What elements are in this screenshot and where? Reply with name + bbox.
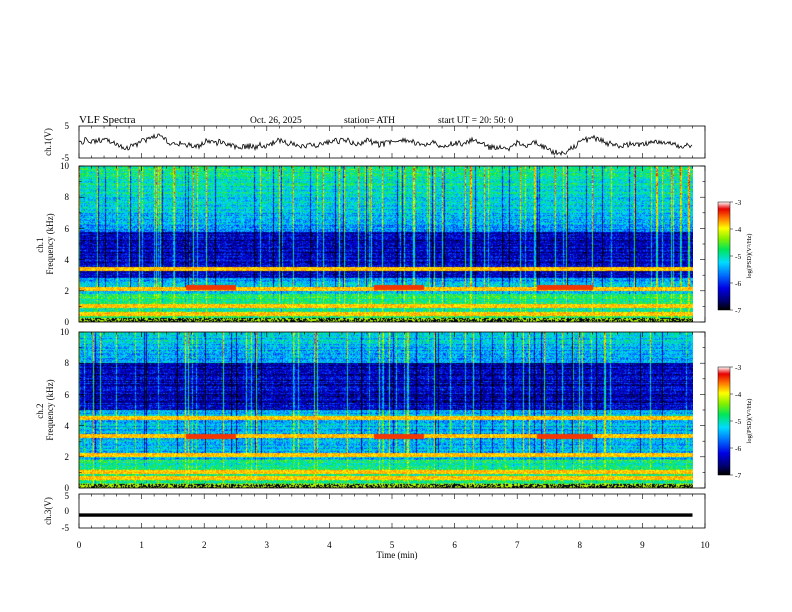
ch3-ytick-top: 5 (65, 491, 70, 501)
ch1-spectrogram-panel: 0 2 4 6 8 10 ch.1 Frequency (kHz) (35, 161, 706, 327)
ch3-ytick-mid: 0 (65, 506, 70, 516)
x-tick-label: 4 (327, 540, 332, 550)
ch2-spectrogram-panel: 0 2 4 6 8 10 ch.2 Frequency (kHz) (35, 327, 706, 493)
ch1-ytick-2: 2 (65, 286, 70, 296)
start-ut-label: start UT = 20: 50: 0 (438, 116, 513, 126)
x-tick-label: 10 (701, 540, 711, 550)
ch1-ytick-bottom: -5 (62, 153, 70, 163)
x-tick-label: 2 (202, 540, 207, 550)
ch1-colorbar: -3 -4 -5 -6 -7 log(PSD)(V²/Hz) (717, 198, 753, 315)
ch2-colorbar: -3 -4 -5 -6 -7 log(PSD)(V²/Hz) (717, 363, 753, 480)
x-tick-label: 3 (265, 540, 270, 550)
ch2-colorbar-gradient (718, 367, 730, 475)
colorbar-tick-label: -5 (735, 417, 741, 426)
ch3-waveform-panel: 5 0 -5 ch.3(V) (43, 491, 706, 533)
date-label: Oct. 26, 2025 (250, 116, 302, 126)
ch2-ytick-2: 2 (65, 452, 70, 462)
ch3-waveform-ylabel: ch.3(V) (43, 497, 53, 525)
x-tick-label: 7 (515, 540, 520, 550)
ch2-ytick-4: 4 (65, 421, 70, 431)
x-axis: 0 1 2 3 4 5 6 7 8 9 10 (77, 126, 710, 550)
x-tick-label: 5 (390, 540, 395, 550)
ch1-ytick-0: 0 (65, 317, 70, 327)
ch3-ytick-bottom: -5 (62, 523, 70, 533)
figure-title: VLF Spectra (79, 114, 136, 126)
ch1-ytick-top: 5 (65, 121, 70, 131)
ch1-waveform-line (78, 133, 693, 157)
ch1-waveform-panel: 5 -5 ch.1(V) (43, 121, 706, 163)
ch2-spectrogram-ylabel: ch.2 Frequency (kHz) (35, 379, 55, 440)
ch1-ytick-4: 4 (65, 255, 70, 265)
colorbar-tick-label: -7 (735, 471, 741, 480)
ch2-ytick-10: 10 (60, 327, 70, 337)
ch1-colorbar-gradient (718, 202, 730, 310)
colorbar-tick-label: -6 (735, 279, 741, 288)
x-tick-label: 8 (578, 540, 583, 550)
ch1-colorbar-label: log(PSD)(V²/Hz) (746, 234, 753, 279)
station-label: station= ATH (344, 116, 395, 126)
ch1-ytick-8: 8 (65, 192, 70, 202)
ch2-ytick-8: 8 (65, 358, 70, 368)
x-tick-label: 0 (77, 540, 82, 550)
ch2-colorbar-label: log(PSD)(V²/Hz) (746, 399, 753, 444)
ch1-spectrogram-ylabel: ch.1 Frequency (kHz) (35, 213, 55, 274)
ch1-ytick-10: 10 (60, 161, 70, 171)
x-tick-label: 6 (452, 540, 457, 550)
ch2-ytick-0: 0 (65, 483, 70, 493)
x-tick-label: 1 (139, 540, 144, 550)
colorbar-tick-label: -3 (735, 363, 741, 372)
ch2-spectrogram-image (79, 332, 693, 488)
x-tick-label: 9 (640, 540, 645, 550)
colorbar-tick-label: -7 (735, 306, 741, 315)
colorbar-tick-label: -4 (735, 225, 741, 234)
colorbar-tick-label: -3 (735, 198, 741, 207)
colorbar-tick-label: -6 (735, 444, 741, 453)
colorbar-tick-label: -5 (735, 252, 741, 261)
colorbar-tick-label: -4 (735, 390, 741, 399)
ch2-ytick-6: 6 (65, 390, 70, 400)
ch1-waveform-ylabel: ch.1(V) (43, 128, 53, 156)
ch1-spectrogram-image (79, 166, 693, 322)
ch1-ytick-6: 6 (65, 224, 70, 234)
x-axis-label: Time (min) (377, 550, 418, 560)
